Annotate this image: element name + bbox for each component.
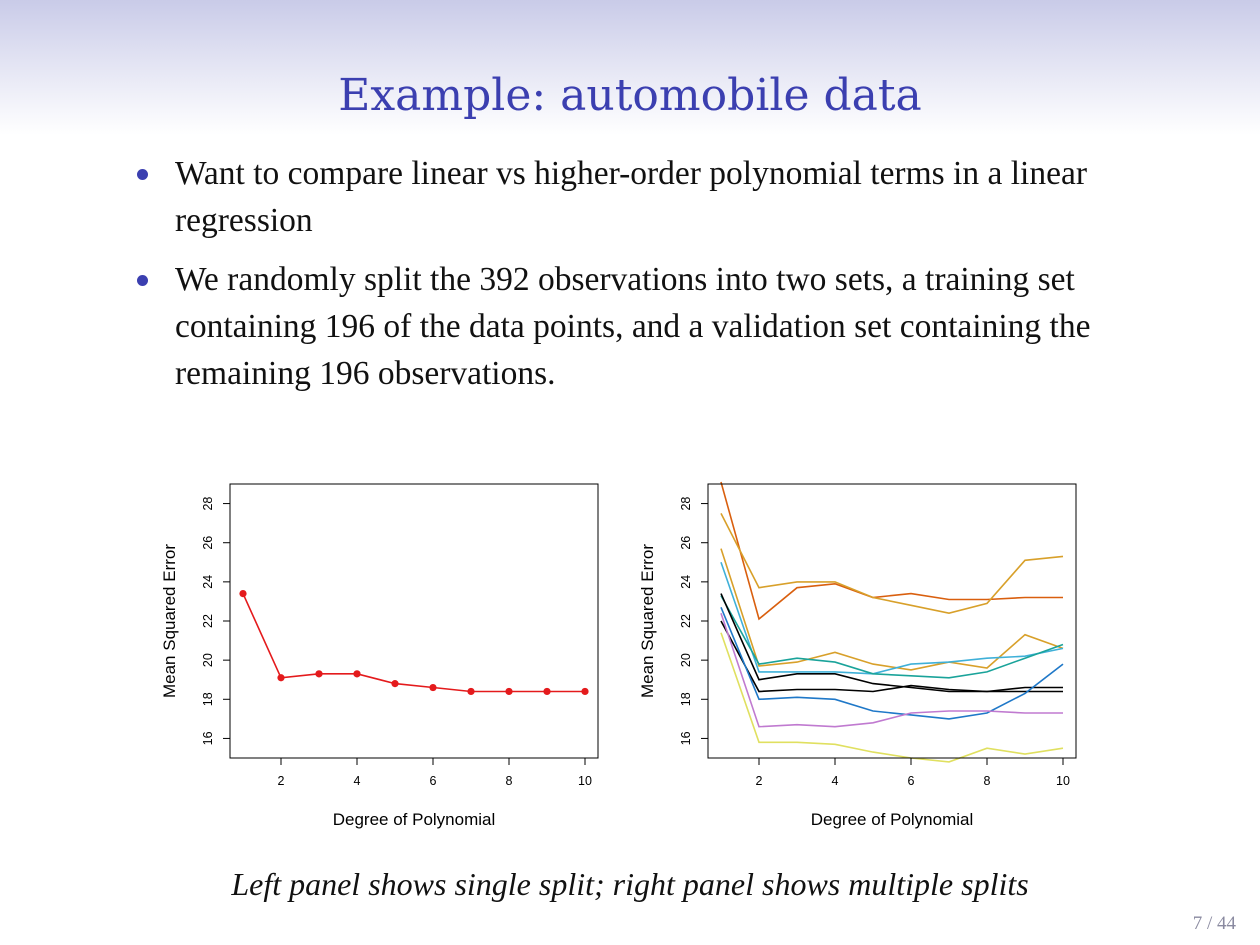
series-line-8 [720, 612, 1063, 728]
bullet-dot-icon [137, 169, 148, 180]
data-point [239, 590, 247, 598]
data-point [429, 683, 437, 692]
series-line-2 [720, 548, 1064, 671]
bullet-text: We randomly split the 392 observations i… [175, 261, 1091, 392]
y-tick-label: 16 [679, 731, 693, 745]
y-tick-label: 22 [201, 614, 215, 628]
header-band [0, 0, 1260, 135]
bullet-item: Want to compare linear vs higher-order p… [137, 150, 1157, 244]
x-tick-label: 2 [278, 774, 285, 788]
y-tick-label: 26 [201, 536, 215, 550]
y-axis-label: Mean Squared Error [160, 544, 179, 698]
y-tick-label: 18 [679, 692, 693, 706]
slide-caption: Left panel shows single split; right pan… [231, 866, 1029, 902]
y-tick-label: 18 [201, 692, 215, 706]
y-tick-label: 20 [201, 653, 215, 667]
y-tick-label: 28 [679, 497, 693, 511]
x-tick-label: 2 [756, 774, 763, 788]
data-point [353, 670, 361, 678]
right-plot-panel: 2 4 6 8 10 16 18 20 22 24 26 28 Degree of Polynomial… [628, 470, 1088, 840]
y-tick-label: 24 [679, 575, 693, 589]
x-axis-label: Degree of Polynomial [333, 810, 496, 829]
series-line-0 [242, 593, 585, 693]
y-tick-label: 20 [679, 653, 693, 667]
x-axis-label: Degree of Polynomial [811, 810, 974, 829]
series-line-7 [720, 606, 1064, 720]
left-plot-panel: 2 4 6 8 10 16 18 20 22 24 26 28 Degree of Polynomial… [150, 470, 610, 840]
plot-frame [707, 483, 1077, 759]
data-point [391, 680, 399, 688]
page-number: 7 / 44 [1192, 913, 1236, 934]
y-tick-label: 28 [201, 497, 215, 511]
y-tick-label: 24 [201, 575, 215, 589]
slide-title: Example: automobile data [338, 70, 922, 121]
bullet-list: Want to compare linear vs higher-order p… [137, 150, 1157, 409]
y-tick-label: 16 [201, 731, 215, 745]
series-line-3 [720, 562, 1064, 675]
bullet-dot-icon [137, 275, 148, 286]
series-line-6 [720, 620, 1063, 693]
data-point [581, 687, 589, 696]
x-tick-label: 6 [908, 774, 915, 788]
y-axis-label: Mean Squared Error [638, 544, 657, 698]
data-point [543, 687, 551, 696]
series-line-5 [720, 593, 1063, 693]
series-line-4 [720, 595, 1064, 679]
data-point [505, 687, 513, 696]
series-line-9 [720, 632, 1064, 763]
bullet-text: Want to compare linear vs higher-order p… [175, 155, 1087, 239]
x-tick-label: 6 [430, 774, 437, 788]
series-line-0 [720, 481, 1063, 621]
data-point [467, 687, 475, 696]
x-tick-label: 8 [506, 774, 513, 788]
x-tick-label: 8 [984, 774, 991, 788]
data-point [315, 670, 323, 678]
x-tick-label: 4 [354, 774, 361, 788]
data-point [277, 674, 285, 682]
x-tick-label: 10 [1056, 774, 1070, 788]
y-tick-label: 26 [679, 536, 693, 550]
y-tick-label: 22 [679, 614, 693, 628]
x-tick-label: 10 [578, 774, 592, 788]
x-tick-label: 4 [832, 774, 839, 788]
plot-frame [229, 483, 599, 759]
series-line-1 [720, 513, 1064, 615]
bullet-item: We randomly split the 392 observations i… [137, 256, 1157, 397]
